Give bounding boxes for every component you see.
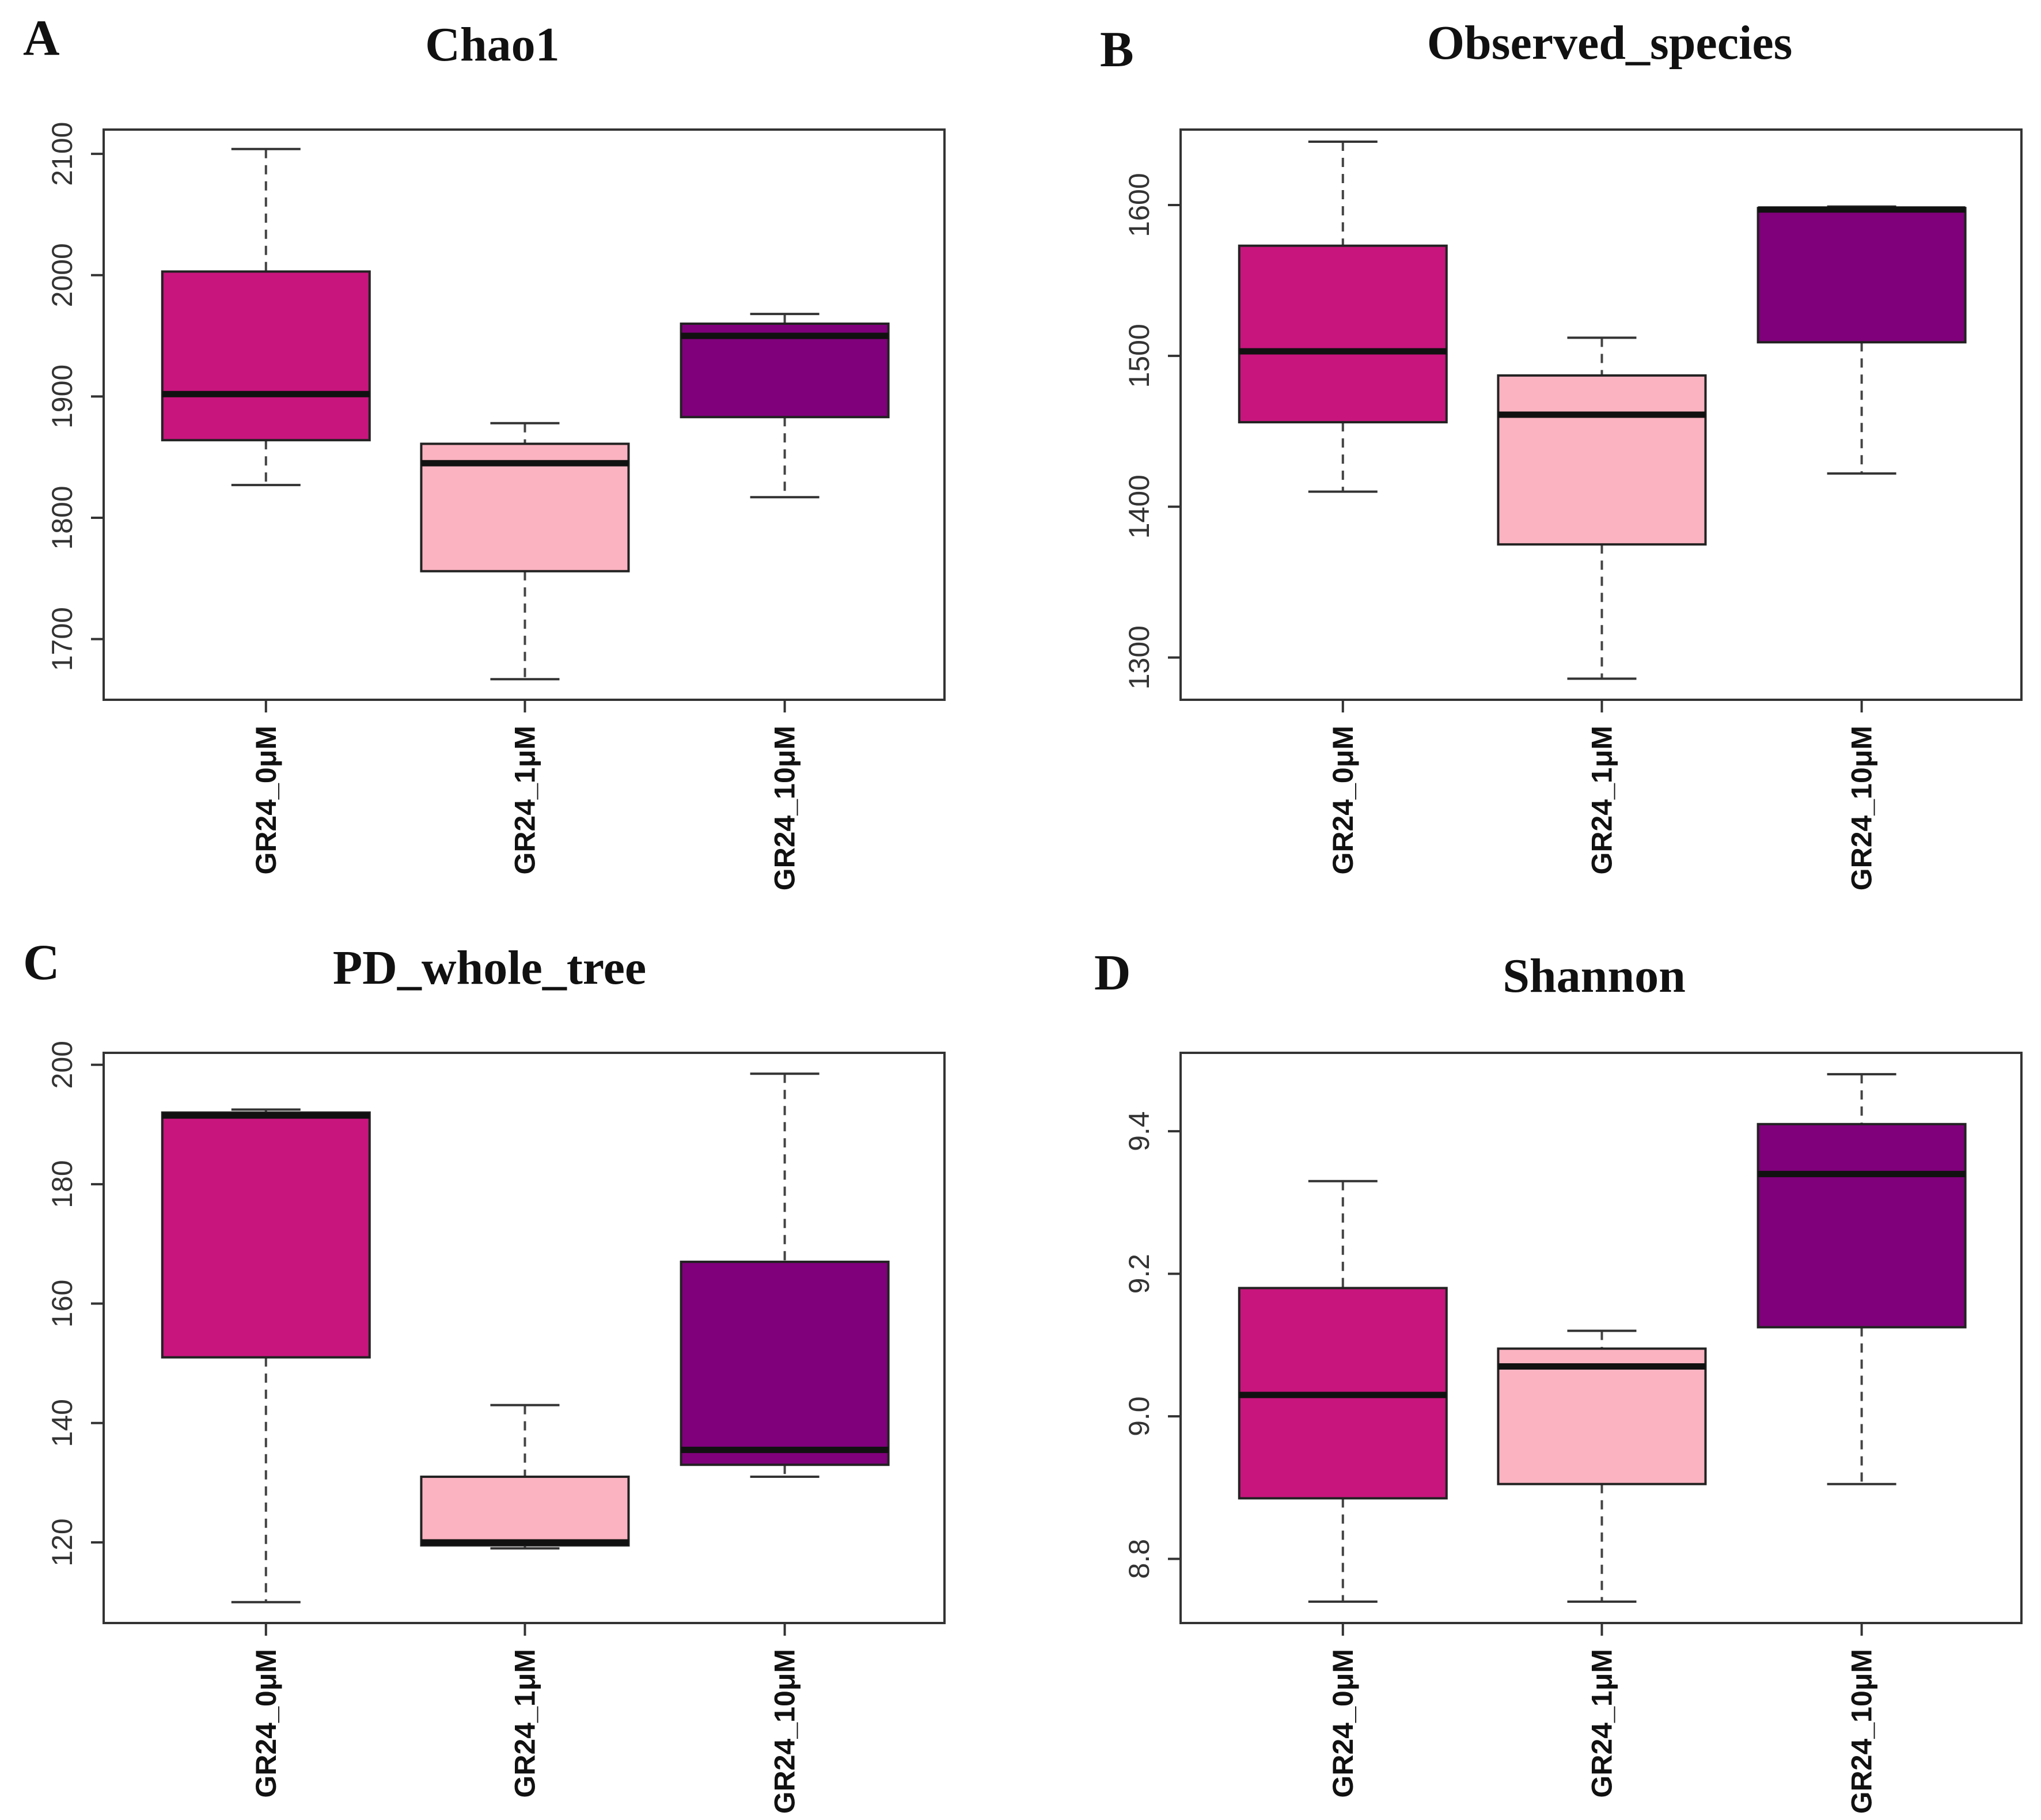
x-tick-label: GR24_10μM	[1846, 726, 1878, 890]
y-tick-label: 9.0	[1123, 1396, 1155, 1436]
box-GR24_1μM	[1497, 1347, 1707, 1485]
panel-letter: C	[23, 935, 60, 991]
box-GR24_1μM	[1497, 374, 1707, 546]
y-tick-label: 9.4	[1123, 1111, 1155, 1151]
y-tick-label: 180	[46, 1160, 78, 1208]
box-GR24_10μM	[1757, 1123, 1967, 1329]
panel-letter: A	[23, 10, 60, 66]
box-GR24_1μM	[420, 1476, 630, 1547]
y-tick-label: 1800	[46, 486, 78, 549]
y-tick-label: 1400	[1123, 475, 1155, 539]
panel-title: PD_whole_tree	[333, 941, 646, 995]
panel-letter: B	[1100, 22, 1134, 78]
y-tick-label: 1600	[1123, 173, 1155, 237]
y-tick-label: 8.8	[1123, 1539, 1155, 1579]
box-GR24_10μM	[680, 1260, 890, 1466]
y-tick-label: 140	[46, 1399, 78, 1447]
x-tick-label: GR24_0μM	[250, 726, 282, 874]
y-tick-label: 160	[46, 1280, 78, 1328]
panel-title: Chao1	[425, 18, 559, 71]
y-tick-label: 1300	[1123, 625, 1155, 689]
x-tick-label: GR24_1μM	[1585, 726, 1618, 874]
box-GR24_10μM	[680, 323, 890, 419]
panel-d: D Shannon 8.8 9.0 9.2 9.4 GR24_0μM GR24_1μM GR24…	[1094, 945, 2023, 1814]
y-tick-label: 2100	[46, 122, 78, 186]
y-tick-label: 1500	[1123, 324, 1155, 388]
panel-title: Shannon	[1503, 949, 1686, 1003]
x-tick-label: GR24_1μM	[509, 1649, 541, 1798]
box-GR24_10μM	[1757, 207, 1967, 344]
y-tick-label: 200	[46, 1041, 78, 1089]
x-tick-label: GR24_0μM	[1327, 726, 1359, 874]
panel-title: Observed_species	[1427, 16, 1793, 70]
panel-c: C PD_whole_tree 120 140 160 180 200 GR24_0μM GR2…	[23, 935, 946, 1814]
x-tick-label: GR24_10μM	[769, 1649, 801, 1814]
y-tick-label: 2000	[46, 243, 78, 307]
box-GR24_0μM	[1238, 244, 1448, 424]
panel-letter: D	[1094, 945, 1131, 1001]
panel-b: B Observed_species 1300 1400 1500 1600 GR24_0μ…	[1100, 16, 2023, 890]
x-tick-label: GR24_10μM	[1846, 1649, 1878, 1814]
x-tick-label: GR24_0μM	[250, 1649, 282, 1798]
box-GR24_0μM	[161, 1111, 371, 1359]
x-tick-label: GR24_0μM	[1327, 1649, 1359, 1798]
y-tick-label: 1700	[46, 607, 78, 671]
x-tick-label: GR24_1μM	[1585, 1649, 1618, 1798]
box-GR24_0μM	[161, 270, 371, 442]
x-tick-label: GR24_10μM	[769, 726, 801, 890]
y-tick-label: 120	[46, 1518, 78, 1566]
y-tick-label: 1900	[46, 365, 78, 429]
x-tick-label: GR24_1μM	[509, 726, 541, 874]
y-tick-label: 9.2	[1123, 1254, 1155, 1294]
panel-a: A Chao1 1700 1800 1900 2000 2100 GR24_0μM GR24_1…	[23, 10, 946, 890]
